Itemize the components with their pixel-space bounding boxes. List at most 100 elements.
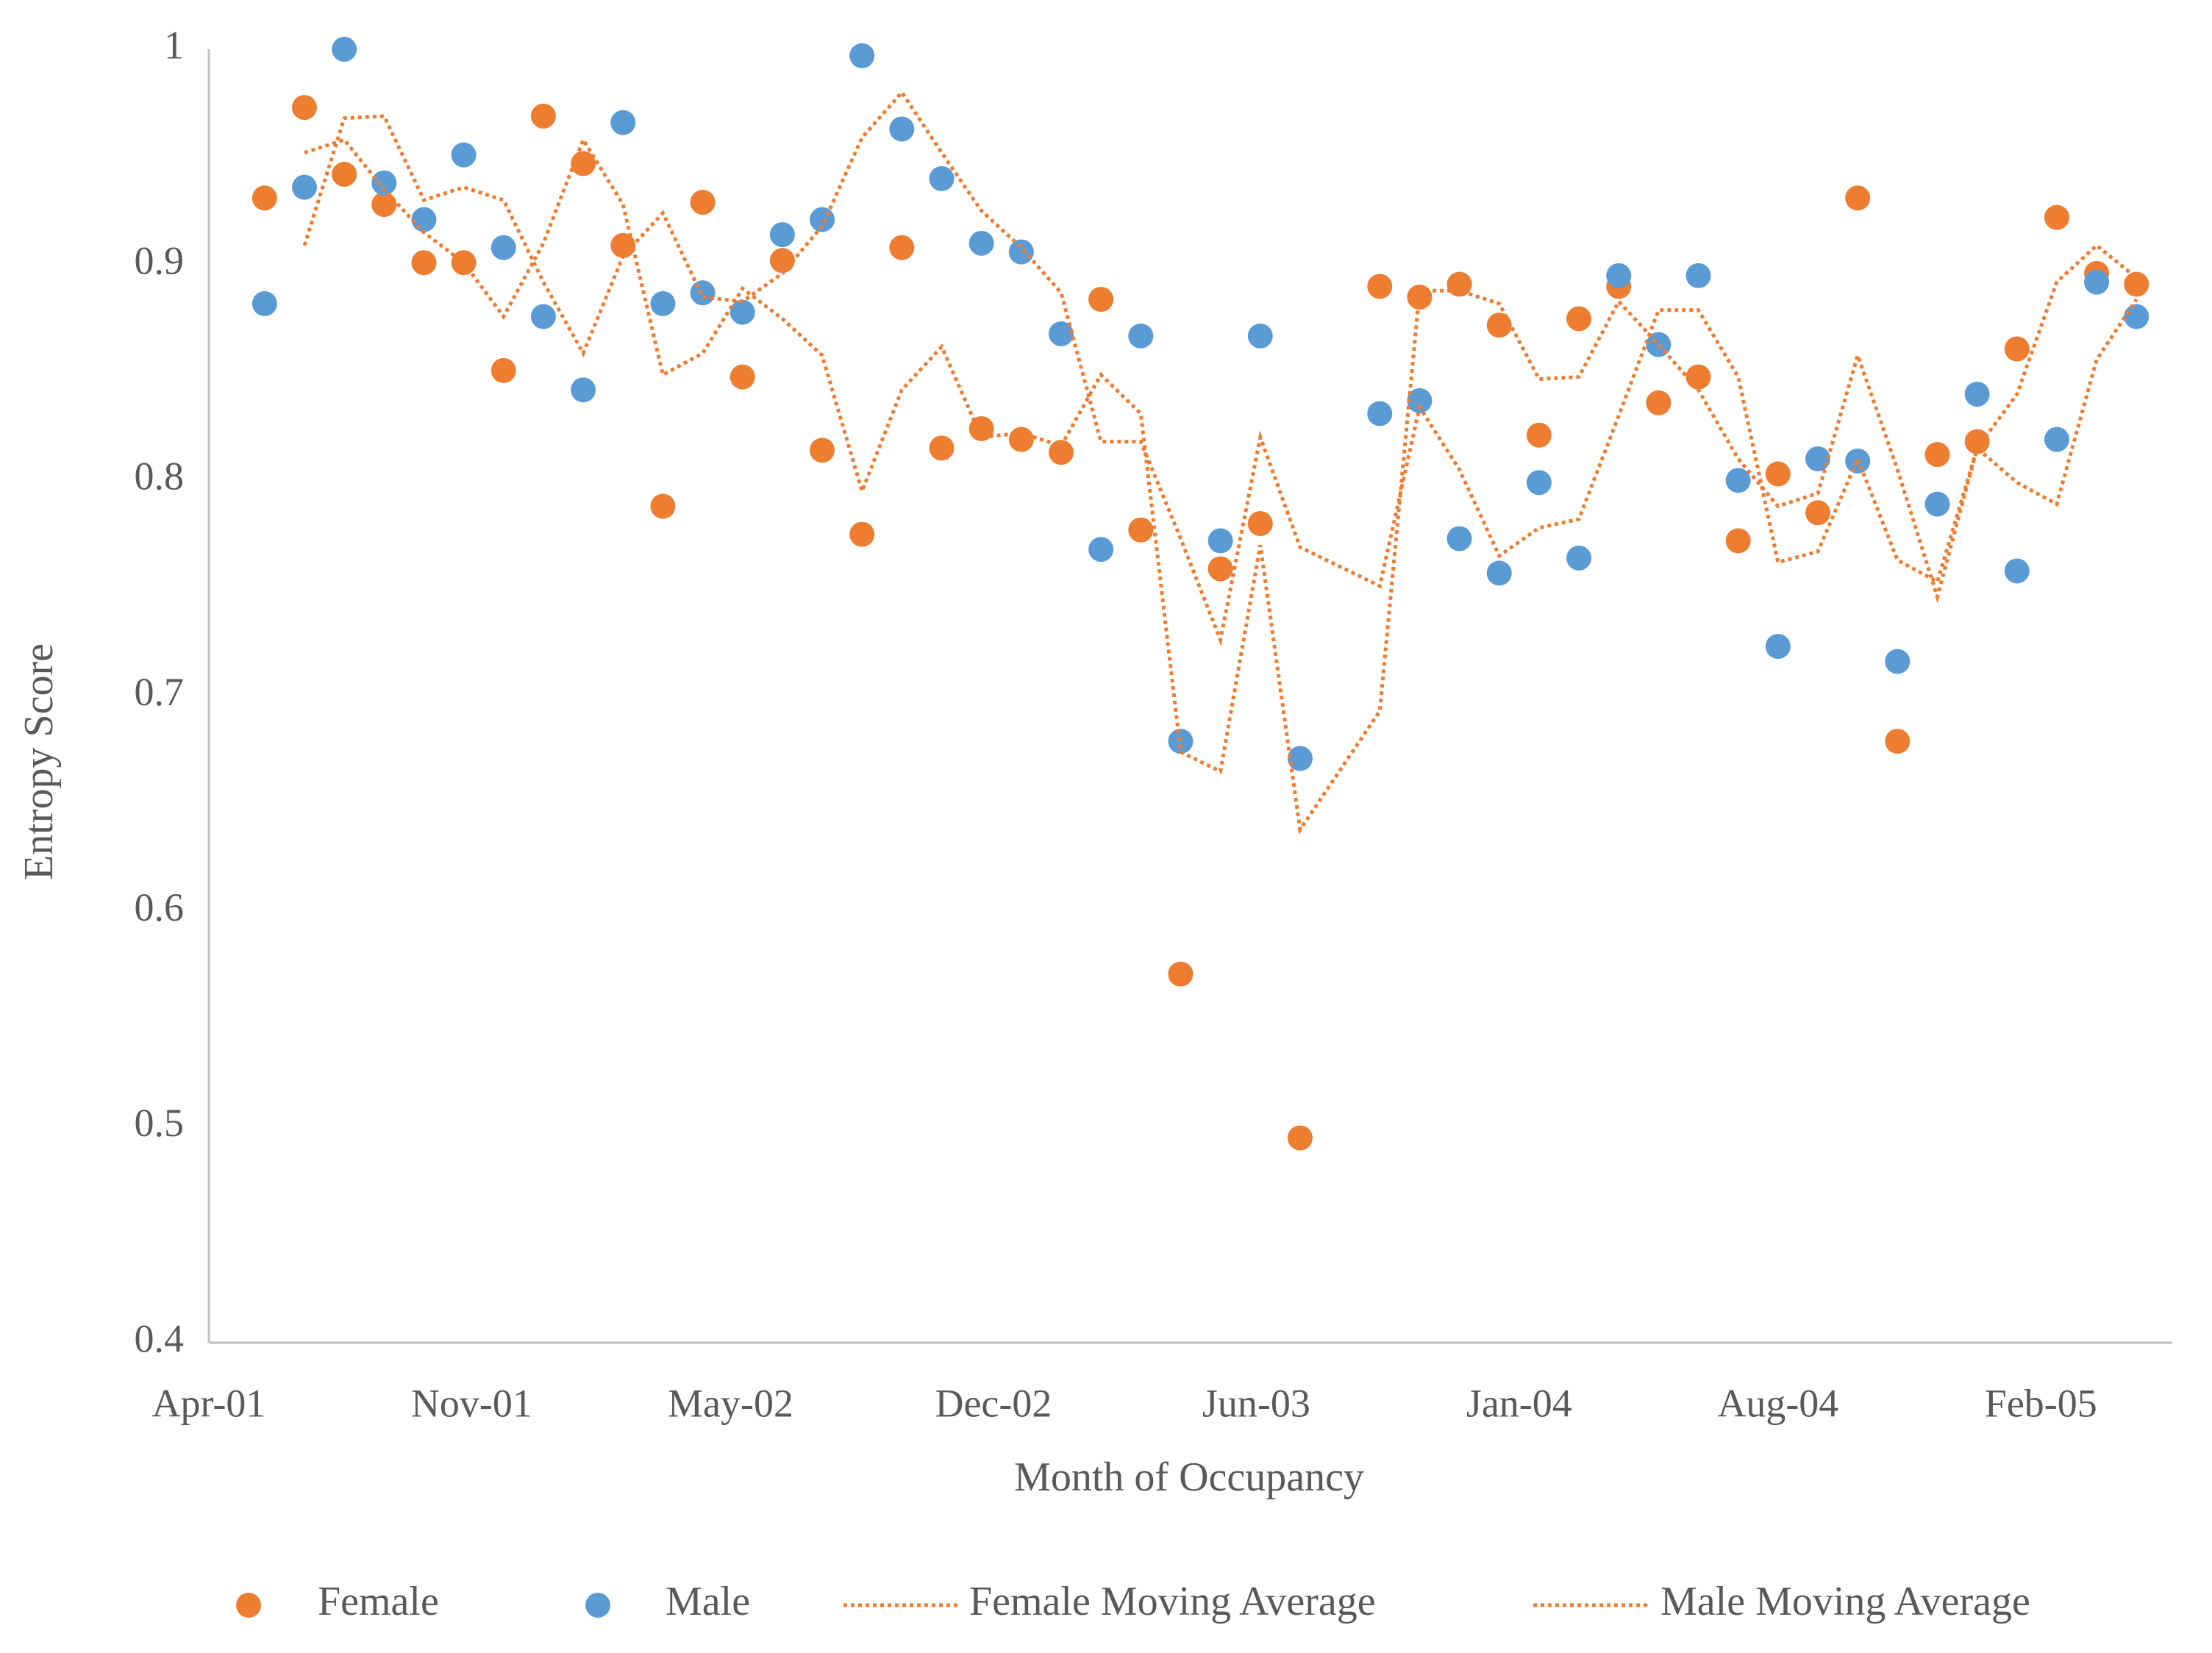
data-point — [1446, 271, 1472, 297]
data-point — [1725, 528, 1751, 554]
data-point — [968, 415, 994, 441]
data-point — [1247, 510, 1273, 536]
y-tick-label: 0.9 — [135, 239, 185, 283]
moving-average-line — [304, 135, 2138, 835]
data-point — [451, 142, 477, 168]
y-tick-label: 0.6 — [135, 885, 185, 929]
data-point — [1606, 263, 1632, 288]
y-tick-label: 1 — [164, 23, 184, 67]
data-point — [1407, 388, 1433, 413]
data-point — [371, 170, 397, 196]
x-tick-label: Jun-03 — [1202, 1381, 1310, 1425]
data-point — [1088, 287, 1114, 313]
data-point — [1008, 426, 1034, 452]
data-point — [1526, 422, 1552, 448]
data-point — [2124, 304, 2149, 329]
data-point — [968, 230, 994, 256]
data-point — [530, 304, 556, 329]
data-point — [1685, 263, 1711, 288]
x-tick-label: Aug-04 — [1717, 1381, 1838, 1425]
x-tick-label: May-02 — [668, 1381, 793, 1425]
data-point — [1885, 649, 1910, 674]
data-point — [1128, 323, 1154, 349]
legend-swatch — [585, 1593, 610, 1618]
data-point — [1964, 429, 1990, 454]
legend-label: Female Moving Average — [969, 1579, 1376, 1624]
y-tick-label: 0.8 — [135, 454, 185, 499]
data-point — [2044, 204, 2069, 230]
x-tick-label: Feb-05 — [1985, 1381, 2097, 1425]
data-point — [371, 192, 397, 218]
data-point — [411, 250, 437, 276]
data-point — [1885, 729, 1910, 754]
y-axis-title: Entropy Score — [16, 643, 62, 880]
data-point — [1646, 390, 1672, 415]
data-point — [729, 299, 755, 325]
data-point — [849, 43, 875, 68]
data-point — [2004, 558, 2030, 584]
data-point — [411, 207, 437, 232]
data-point — [1486, 313, 1512, 338]
data-point — [650, 493, 676, 519]
data-point — [729, 364, 755, 390]
data-point — [610, 110, 636, 135]
data-point — [1048, 321, 1074, 346]
x-tick-label: Nov-01 — [411, 1381, 532, 1425]
x-tick-label: Dec-02 — [935, 1381, 1052, 1425]
data-point — [332, 37, 357, 62]
legend-swatch — [236, 1593, 261, 1618]
data-point — [889, 235, 915, 260]
x-tick-label: Apr-01 — [152, 1381, 266, 1425]
data-point — [769, 222, 795, 248]
data-point — [1088, 537, 1114, 563]
y-tick-label: 0.7 — [135, 670, 185, 714]
data-point — [1924, 442, 1950, 468]
data-point — [530, 103, 556, 129]
data-point — [1765, 461, 1791, 487]
data-point — [1367, 274, 1393, 299]
legend-label: Male Moving Average — [1660, 1579, 2030, 1624]
data-point — [2124, 271, 2149, 297]
data-point — [332, 162, 357, 188]
data-point — [1207, 556, 1233, 582]
data-point — [1566, 306, 1592, 332]
data-point — [810, 438, 835, 463]
data-point — [1765, 634, 1791, 660]
data-point — [291, 95, 317, 121]
data-point — [1725, 468, 1751, 493]
data-point — [1526, 470, 1552, 496]
data-point — [1805, 446, 1830, 472]
data-point — [1924, 491, 1950, 517]
data-point — [1446, 526, 1472, 551]
data-point — [889, 116, 915, 142]
data-point — [929, 435, 955, 461]
data-point — [1367, 401, 1393, 426]
data-point — [490, 357, 516, 383]
data-point — [571, 377, 596, 403]
x-tick-label: Jan-04 — [1466, 1381, 1572, 1425]
data-point — [251, 290, 277, 316]
data-point — [849, 521, 875, 547]
data-point — [490, 235, 516, 260]
x-axis-title: Month of Occupancy — [1014, 1454, 1364, 1500]
data-point — [1486, 560, 1512, 586]
moving-average-line — [302, 89, 2138, 647]
legend-label: Male — [666, 1579, 750, 1624]
data-point — [1964, 382, 1990, 407]
data-point — [1168, 729, 1194, 754]
data-point — [1008, 239, 1034, 265]
data-point — [690, 190, 716, 215]
data-point — [251, 185, 277, 211]
data-point — [1207, 528, 1233, 554]
data-point — [1566, 545, 1592, 571]
data-point — [1128, 517, 1154, 543]
data-point — [1048, 440, 1074, 465]
data-point — [291, 174, 317, 200]
data-point — [1685, 364, 1711, 390]
data-point — [1168, 961, 1194, 987]
data-point — [650, 290, 676, 316]
data-point — [1287, 1125, 1313, 1151]
y-tick-label: 0.4 — [135, 1316, 185, 1360]
legend-label: Female — [318, 1579, 439, 1624]
